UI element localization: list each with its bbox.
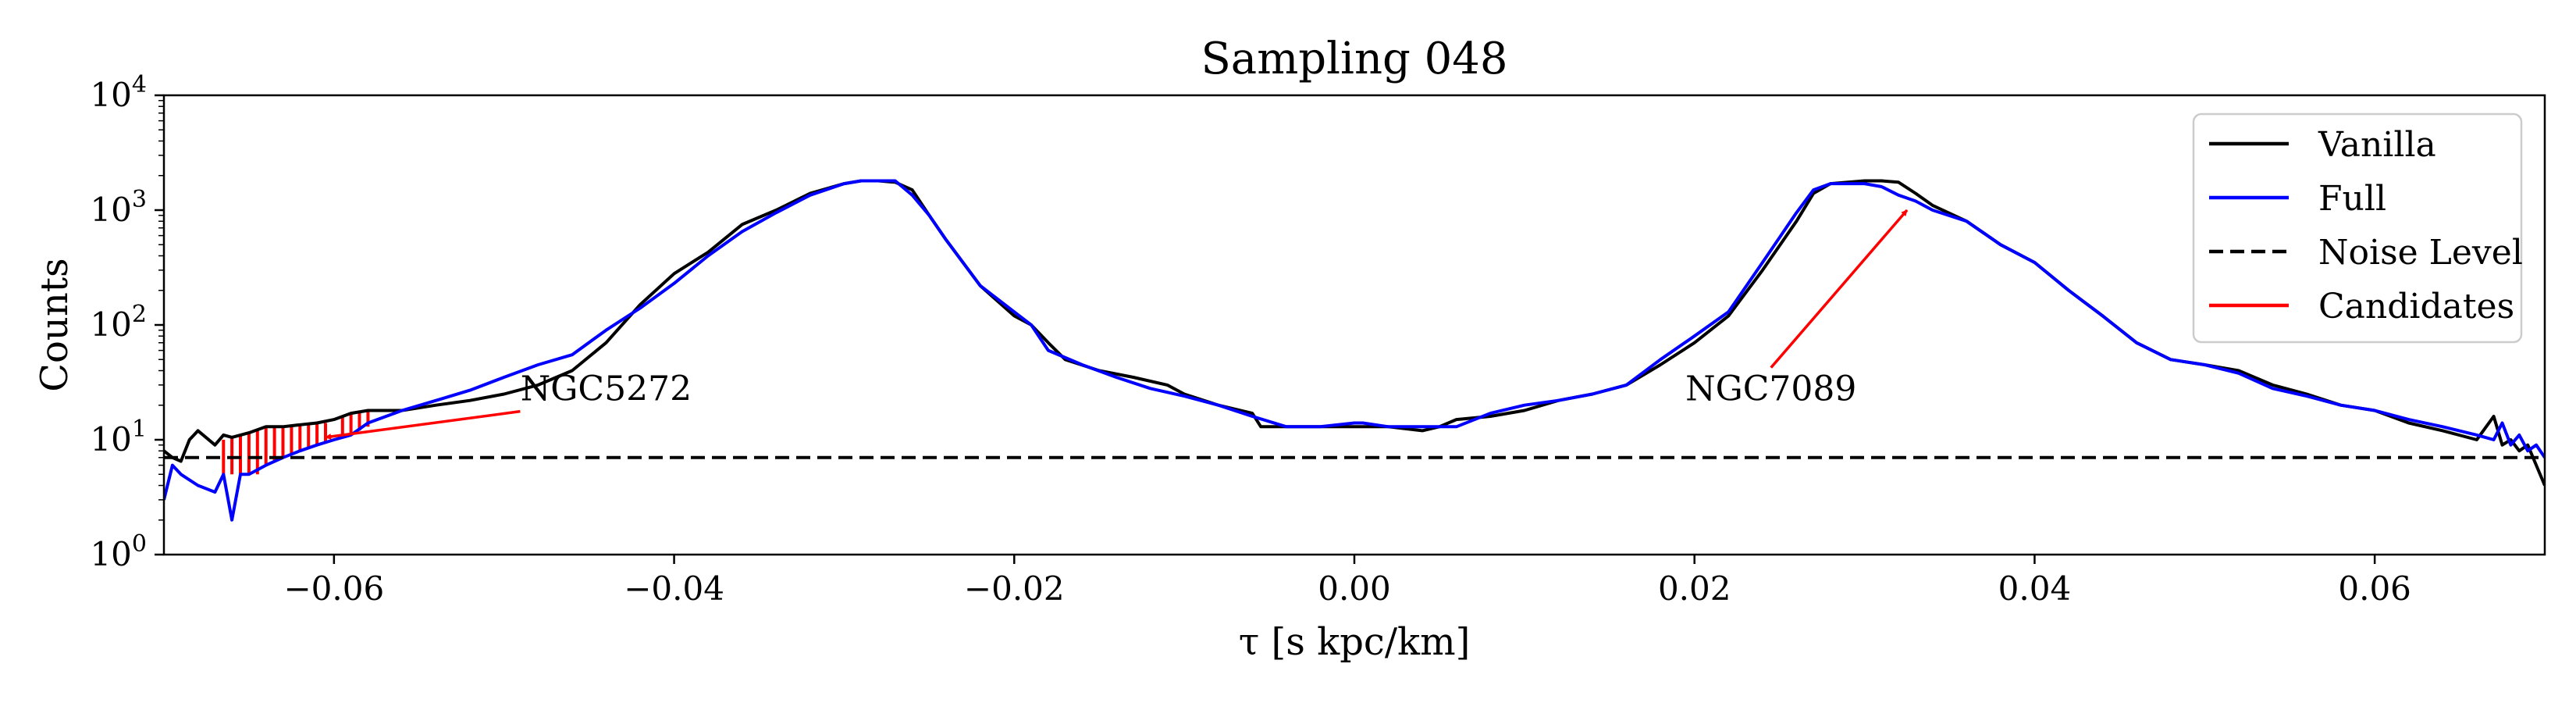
x-axis-label: τ [s kpc/km] [1239,620,1471,664]
legend: Vanilla Full Noise Level Candidates [2192,112,2523,344]
axes-frame [162,94,2546,556]
x-tick-label: 0.04 [1998,569,2072,608]
y-tick-label: 104 [90,71,147,114]
annotation-label: NGC5272 [521,369,692,409]
x-tick-label: −0.04 [624,569,724,608]
x-tick-label: −0.06 [283,569,384,608]
x-axis-label-text: τ [s kpc/km] [1239,620,1471,664]
y-tick-label: 102 [90,301,147,344]
series-line-full [164,179,2545,522]
annotation-ngc7089: NGC7089 [1685,209,1909,409]
annotation-arrow [325,409,521,440]
y-axis-label: Counts [33,258,76,391]
plot-area [164,179,2545,522]
legend-label-full: Full [2318,179,2386,219]
x-tick-label: 0.02 [1658,569,1731,608]
annotation-arrow [1770,209,1909,369]
series-line-vanilla [164,179,2545,487]
legend-label-candidates: Candidates [2318,287,2514,327]
annotation-ngc5272: NGC5272 [325,369,692,440]
annotations: NGC5272 NGC7089 [325,209,1909,440]
x-tick-label: 0.06 [2338,569,2411,608]
candidate-spans [222,410,370,475]
x-tick-label: 0.00 [1318,569,1391,608]
y-tick-label: 100 [90,530,147,573]
y-tick-label: 103 [90,186,147,229]
legend-label-noise-level: Noise Level [2318,233,2523,273]
series-lines [164,179,2545,522]
chart-title: Sampling 048 [1201,34,1507,84]
x-axis-ticks: −0.06 −0.04 −0.02 0.00 0.02 0.04 0.06 [283,555,2411,608]
legend-label-vanilla: Vanilla [2318,125,2436,165]
y-tick-label: 101 [90,416,147,459]
legend-box [2192,112,2523,344]
y-axis-ticks: 100 101 102 103 104 [90,71,164,573]
annotation-label: NGC7089 [1685,369,1856,409]
x-tick-label: −0.02 [964,569,1065,608]
